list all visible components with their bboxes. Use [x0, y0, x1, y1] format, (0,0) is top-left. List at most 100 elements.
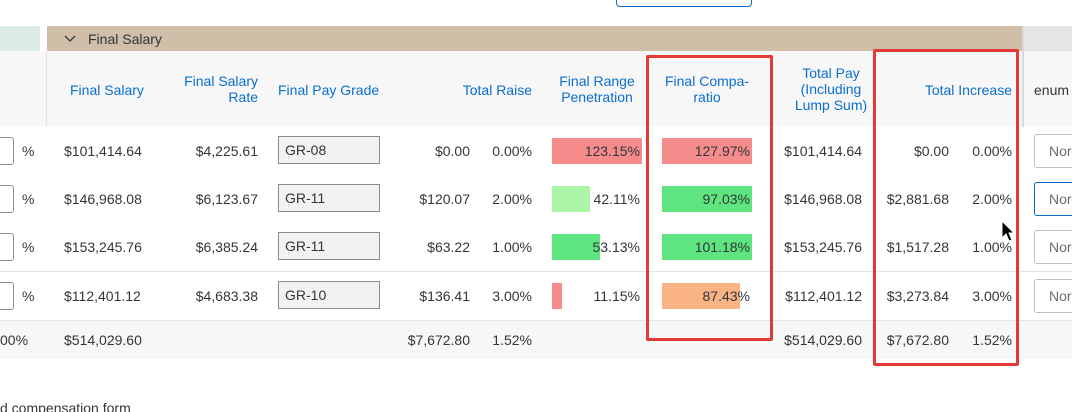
total-left-pct: 00% — [0, 332, 29, 348]
table-row: % $146,968.08 $6,123.67 GR-11 $120.07 2.… — [0, 175, 1072, 224]
range-penetration-value: 53.13% — [592, 239, 640, 255]
compa-ratio-bar — [662, 186, 752, 212]
cell-increase-amount: $3,273.84 — [886, 288, 949, 304]
header-final-compa-ratio[interactable]: Final Compa- ratio — [660, 73, 754, 105]
header-final-range-penetration[interactable]: Final Range Penetration — [552, 73, 642, 105]
cell-raise-amount: $63.22 — [427, 239, 470, 255]
header-total-pay[interactable]: Total Pay (Including Lump Sum) — [783, 65, 879, 113]
range-penetration-value: 42.11% — [593, 191, 640, 207]
right-group-bar — [1024, 26, 1072, 51]
compa-ratio-indicator: 97.03% — [662, 186, 752, 212]
cell-total-pay: $153,245.76 — [784, 239, 862, 255]
cell-total-pay: $112,401.12 — [785, 288, 862, 304]
cell-increase-amount: $2,881.68 — [886, 191, 949, 207]
enum-dropdown[interactable]: Nor — [1034, 182, 1072, 216]
range-penetration-indicator: 123.15% — [552, 138, 642, 164]
compa-ratio-indicator: 87.43% — [662, 283, 752, 309]
range-penetration-indicator: 53.13% — [552, 234, 642, 260]
header-total-pay-line3: Lump Sum) — [794, 97, 868, 113]
enum-dropdown[interactable]: Nor — [1034, 279, 1072, 313]
cell-increase-percent: 0.00% — [972, 143, 1012, 159]
header-range-pen-line2: Penetration — [561, 89, 633, 105]
cell-final-salary-rate: $6,123.67 — [195, 191, 258, 207]
compa-ratio-bar — [662, 138, 752, 164]
left-percent-input[interactable] — [0, 233, 14, 261]
table-row: % $112,401.12 $4,683.38 GR-10 $136.41 3.… — [0, 272, 1072, 321]
compa-ratio-value: 97.03% — [702, 191, 750, 207]
cell-final-salary: $146,968.08 — [64, 191, 142, 207]
header-compa-line1: Final Compa- — [664, 73, 750, 89]
header-compa-line2: ratio — [693, 89, 721, 105]
left-percent-input[interactable] — [0, 137, 14, 165]
table-row: % $153,245.76 $6,385.24 GR-11 $63.22 1.0… — [0, 223, 1072, 272]
compa-ratio-value: 127.97% — [694, 143, 750, 159]
header-final-salary-rate[interactable]: Final Salary Rate — [160, 73, 258, 105]
header-final-salary-rate-line1: Final Salary — [184, 73, 258, 89]
compa-ratio-bar — [662, 283, 740, 309]
total-increase-percent: 1.52% — [972, 332, 1012, 348]
group-header-final-salary[interactable]: Final Salary — [47, 26, 1022, 51]
cell-final-salary-rate: $4,683.38 — [195, 288, 258, 304]
total-raise-percent: 1.52% — [492, 332, 532, 348]
cell-raise-percent: 0.00% — [492, 143, 532, 159]
cell-raise-amount: $136.41 — [419, 288, 470, 304]
compa-ratio-indicator: 127.97% — [662, 138, 752, 164]
group-title: Final Salary — [88, 30, 162, 47]
cell-raise-percent: 2.00% — [492, 191, 532, 207]
left-percent-input[interactable] — [0, 282, 14, 310]
totals-row: 00% $514,029.60 $7,672.80 1.52% $514,029… — [0, 321, 1072, 359]
header-final-salary-rate-line2: Rate — [228, 89, 258, 105]
cell-increase-percent: 2.00% — [972, 191, 1012, 207]
chevron-down-icon[interactable] — [62, 31, 78, 47]
compa-ratio-bar — [662, 234, 752, 260]
header-final-salary[interactable]: Final Salary — [70, 82, 144, 98]
header-total-pay-line1: Total Pay — [802, 65, 860, 81]
pay-grade-field[interactable]: GR-10 — [278, 281, 380, 309]
pay-grade-field[interactable]: GR-11 — [278, 232, 380, 260]
header-total-increase[interactable]: Total Increase — [924, 82, 1012, 98]
header-total-raise[interactable]: Total Raise — [462, 82, 532, 98]
cell-increase-amount: $0.00 — [913, 143, 949, 159]
top-action-button[interactable] — [616, 0, 752, 7]
cell-final-salary-rate: $4,225.61 — [195, 143, 258, 159]
range-penetration-bar — [552, 234, 600, 260]
cell-increase-percent: 1.00% — [972, 239, 1012, 255]
cell-total-pay: $146,968.08 — [784, 191, 862, 207]
percent-sign: % — [22, 143, 35, 159]
column-header-row: Final Salary Final Salary Rate Final Pay… — [0, 51, 1072, 126]
cell-increase-percent: 3.00% — [972, 288, 1012, 304]
enum-dropdown[interactable]: Nor — [1034, 230, 1072, 264]
header-final-pay-grade[interactable]: Final Pay Grade — [278, 82, 380, 98]
range-penetration-value: 123.15% — [584, 143, 640, 159]
footer-text: d compensation form — [0, 400, 131, 412]
range-penetration-value: 11.15% — [593, 288, 640, 304]
highlight-compa-ratio-column — [646, 55, 773, 341]
pay-grade-field[interactable]: GR-11 — [278, 184, 380, 212]
percent-sign: % — [22, 288, 35, 304]
range-penetration-bar — [552, 138, 642, 164]
range-penetration-indicator: 11.15% — [552, 283, 642, 309]
total-increase-amount: $7,672.80 — [886, 332, 949, 348]
cell-raise-amount: $0.00 — [434, 143, 470, 159]
total-final-salary: $514,029.60 — [64, 332, 142, 348]
range-penetration-indicator: 42.11% — [552, 186, 642, 212]
pay-grade-field[interactable]: GR-08 — [278, 136, 380, 164]
compa-ratio-value: 87.43% — [702, 288, 750, 304]
total-total-pay: $514,029.60 — [784, 332, 862, 348]
mouse-cursor-icon — [1001, 219, 1017, 246]
highlight-total-increase-column — [873, 49, 1019, 366]
header-enum[interactable]: enum — [1034, 82, 1070, 98]
percent-sign: % — [22, 239, 35, 255]
left-percent-input[interactable] — [0, 185, 14, 213]
cell-raise-percent: 1.00% — [492, 239, 532, 255]
cell-final-salary: $101,414.64 — [64, 143, 142, 159]
cell-final-salary: $153,245.76 — [64, 239, 142, 255]
cell-increase-amount: $1,517.28 — [886, 239, 949, 255]
enum-dropdown[interactable]: Nor — [1034, 134, 1072, 168]
cell-total-pay: $101,414.64 — [784, 143, 862, 159]
cell-raise-percent: 3.00% — [492, 288, 532, 304]
compa-ratio-indicator: 101.18% — [662, 234, 752, 260]
cell-final-salary: $112,401.12 — [64, 288, 141, 304]
cell-raise-amount: $120.07 — [419, 191, 470, 207]
left-group-bar — [0, 26, 40, 51]
